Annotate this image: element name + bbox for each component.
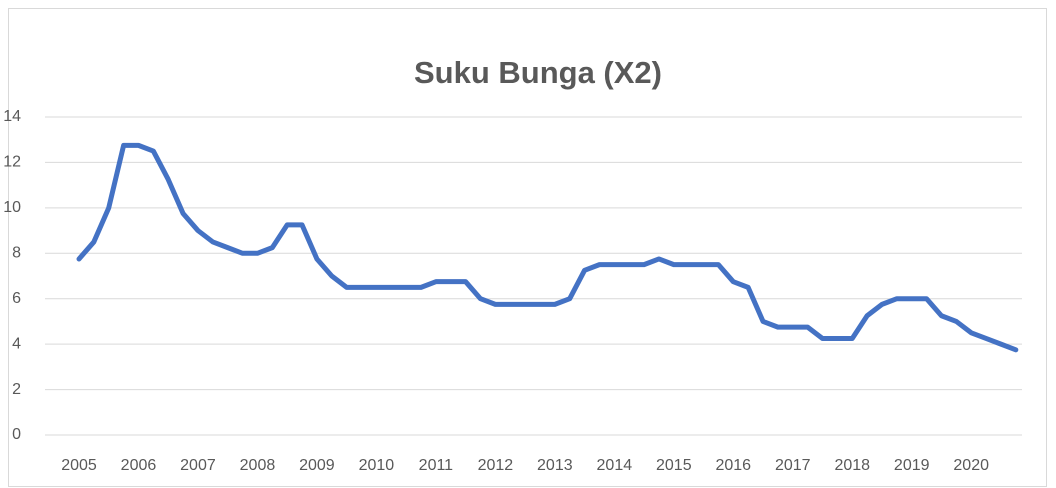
chart-title: Suku Bunga (X2) xyxy=(414,55,662,90)
x-tick-label: 2011 xyxy=(419,457,454,474)
y-tick-label: 14 xyxy=(3,108,21,125)
data-line xyxy=(76,142,1019,353)
x-tick-label: 2012 xyxy=(478,457,514,474)
y-tick-label: 4 xyxy=(12,335,21,352)
x-tick-label: 2017 xyxy=(775,457,811,474)
x-tick-label: 2009 xyxy=(299,457,335,474)
x-tick-label: 2010 xyxy=(359,457,395,474)
y-tick-label: 12 xyxy=(3,154,21,171)
x-tick-label: 2008 xyxy=(240,457,276,474)
y-tick-label: 6 xyxy=(12,290,21,307)
x-tick-label: 2015 xyxy=(656,457,692,474)
y-tick-label: 8 xyxy=(12,245,21,262)
x-tick-label: 2016 xyxy=(715,457,751,474)
x-tick-label: 2005 xyxy=(61,457,97,474)
y-tick-label: 0 xyxy=(12,426,21,443)
x-tick-label: 2020 xyxy=(953,457,989,474)
x-tick-label: 2013 xyxy=(537,457,573,474)
x-tick-label: 2018 xyxy=(834,457,870,474)
y-tick-label: 2 xyxy=(12,381,21,398)
chart-border xyxy=(8,8,1047,487)
x-tick-label: 2007 xyxy=(180,457,216,474)
x-tick-label: 2019 xyxy=(894,457,930,474)
x-tick-label: 2006 xyxy=(121,457,157,474)
y-tick-label: 10 xyxy=(3,199,21,216)
x-tick-label: 2014 xyxy=(597,457,633,474)
